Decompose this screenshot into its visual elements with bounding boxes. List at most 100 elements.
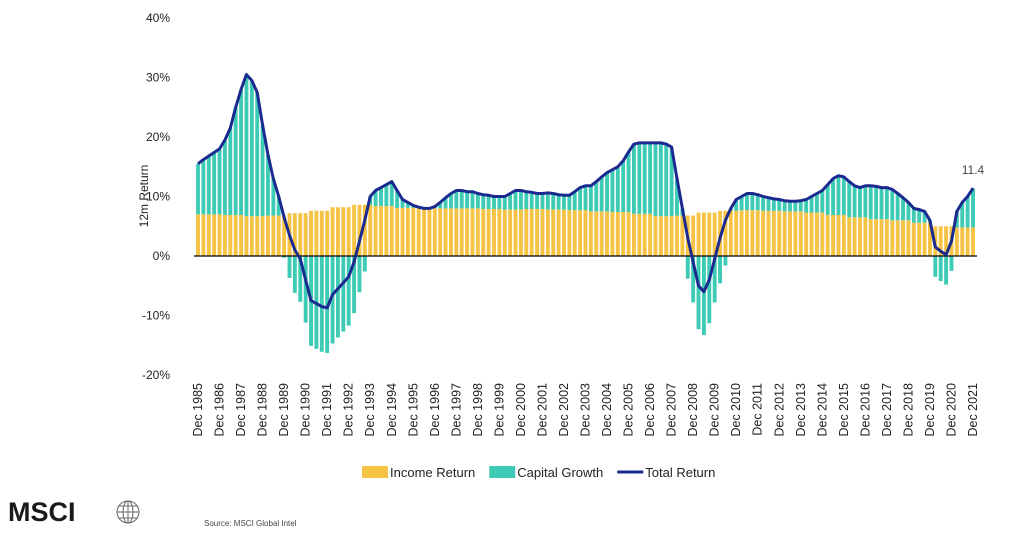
income-bar [847, 217, 852, 256]
income-bar [373, 206, 378, 256]
y-axis-title: 12m Return [137, 165, 151, 228]
capital-bar [551, 193, 556, 210]
income-bar [588, 211, 593, 256]
income-bar [610, 211, 615, 256]
y-tick-label: 0% [153, 249, 171, 263]
capital-bar [615, 166, 620, 212]
capital-bar [556, 194, 561, 210]
capital-bar [938, 256, 943, 281]
income-bar [922, 222, 927, 256]
x-tick-label: Dec 1993 [363, 383, 377, 437]
income-bar [368, 204, 373, 256]
capital-bar [718, 256, 722, 284]
x-tick-label: Dec 2019 [923, 383, 937, 437]
y-tick-label: 20% [146, 130, 170, 144]
capital-bar [944, 256, 949, 285]
income-bar [874, 219, 879, 256]
income-bar [723, 210, 728, 256]
x-tick-label: Dec 1994 [385, 383, 399, 437]
x-tick-label: Dec 1986 [213, 383, 227, 437]
capital-bar [669, 147, 674, 217]
x-tick-label: Dec 2007 [665, 383, 679, 437]
x-tick-label: Dec 2021 [966, 383, 980, 437]
x-tick-label: Dec 2012 [772, 383, 786, 437]
income-bar [599, 211, 604, 256]
x-tick-label: Dec 2004 [600, 383, 614, 437]
income-bar [626, 211, 631, 256]
capital-bar [745, 193, 749, 211]
income-bar [707, 212, 712, 256]
y-tick-label: 10% [146, 190, 170, 204]
capital-bar [282, 256, 287, 258]
x-tick-label: Dec 1998 [471, 383, 485, 437]
capital-bar [922, 211, 927, 223]
income-bar [400, 207, 405, 256]
capital-bar [836, 175, 841, 215]
income-bar [255, 216, 260, 256]
income-bar [319, 210, 324, 256]
income-bar [276, 215, 281, 256]
x-tick-label: Dec 2013 [794, 383, 808, 437]
income-bar [562, 209, 566, 256]
capital-bar [583, 185, 588, 211]
capital-bar [497, 196, 502, 209]
income-bar [675, 215, 679, 256]
capital-bar [621, 160, 626, 212]
income-bar [858, 217, 862, 256]
capital-bar [222, 139, 227, 215]
income-bar [416, 208, 421, 256]
income-bar [739, 210, 744, 256]
y-tick-label: 30% [146, 71, 170, 85]
income-bar [825, 214, 830, 256]
capital-bar [771, 198, 776, 211]
legend-item: Income Return [362, 465, 475, 480]
income-bar [282, 215, 287, 256]
capital-bar [271, 178, 276, 216]
y-tick-label: 40% [146, 11, 170, 25]
capital-bar [642, 142, 647, 214]
y-tick-label: -20% [142, 368, 170, 382]
capital-bar [335, 256, 340, 338]
income-bar [621, 211, 626, 256]
capital-bar [233, 107, 238, 215]
capital-bar [750, 193, 755, 211]
x-tick-label: Dec 2011 [751, 383, 765, 436]
x-tick-label: Dec 2009 [708, 383, 722, 437]
income-bar [567, 210, 572, 256]
capital-bar [804, 199, 809, 213]
capital-bar [696, 256, 701, 330]
capital-bar [648, 142, 653, 214]
capital-bar [292, 256, 297, 293]
income-bar [868, 219, 873, 256]
income-bar [508, 209, 513, 256]
income-bar [341, 207, 346, 256]
income-bar [734, 210, 739, 256]
capital-bar [594, 181, 599, 212]
capital-bar [626, 151, 631, 212]
income-bar [901, 220, 905, 256]
income-bar [314, 210, 319, 256]
income-bar [680, 215, 685, 256]
income-bar [309, 210, 313, 256]
income-bar [583, 210, 588, 256]
capital-bar [858, 187, 862, 218]
income-bar [648, 213, 653, 256]
x-tick-label: Dec 1996 [428, 383, 442, 437]
capital-bar [481, 194, 486, 209]
capital-bar [362, 256, 367, 272]
capital-bar [217, 148, 222, 215]
income-bar [745, 210, 749, 256]
income-bar [454, 208, 459, 256]
income-bar [766, 210, 771, 256]
capital-bar [933, 256, 938, 277]
capital-bar [449, 193, 453, 209]
income-bar [325, 210, 330, 256]
capital-bar [658, 142, 663, 217]
income-bar [691, 215, 696, 256]
capital-bar [465, 191, 470, 209]
income-bar [470, 208, 475, 256]
x-tick-label: Dec 2016 [858, 383, 872, 437]
income-bar [960, 227, 965, 256]
capital-bar [685, 256, 690, 279]
